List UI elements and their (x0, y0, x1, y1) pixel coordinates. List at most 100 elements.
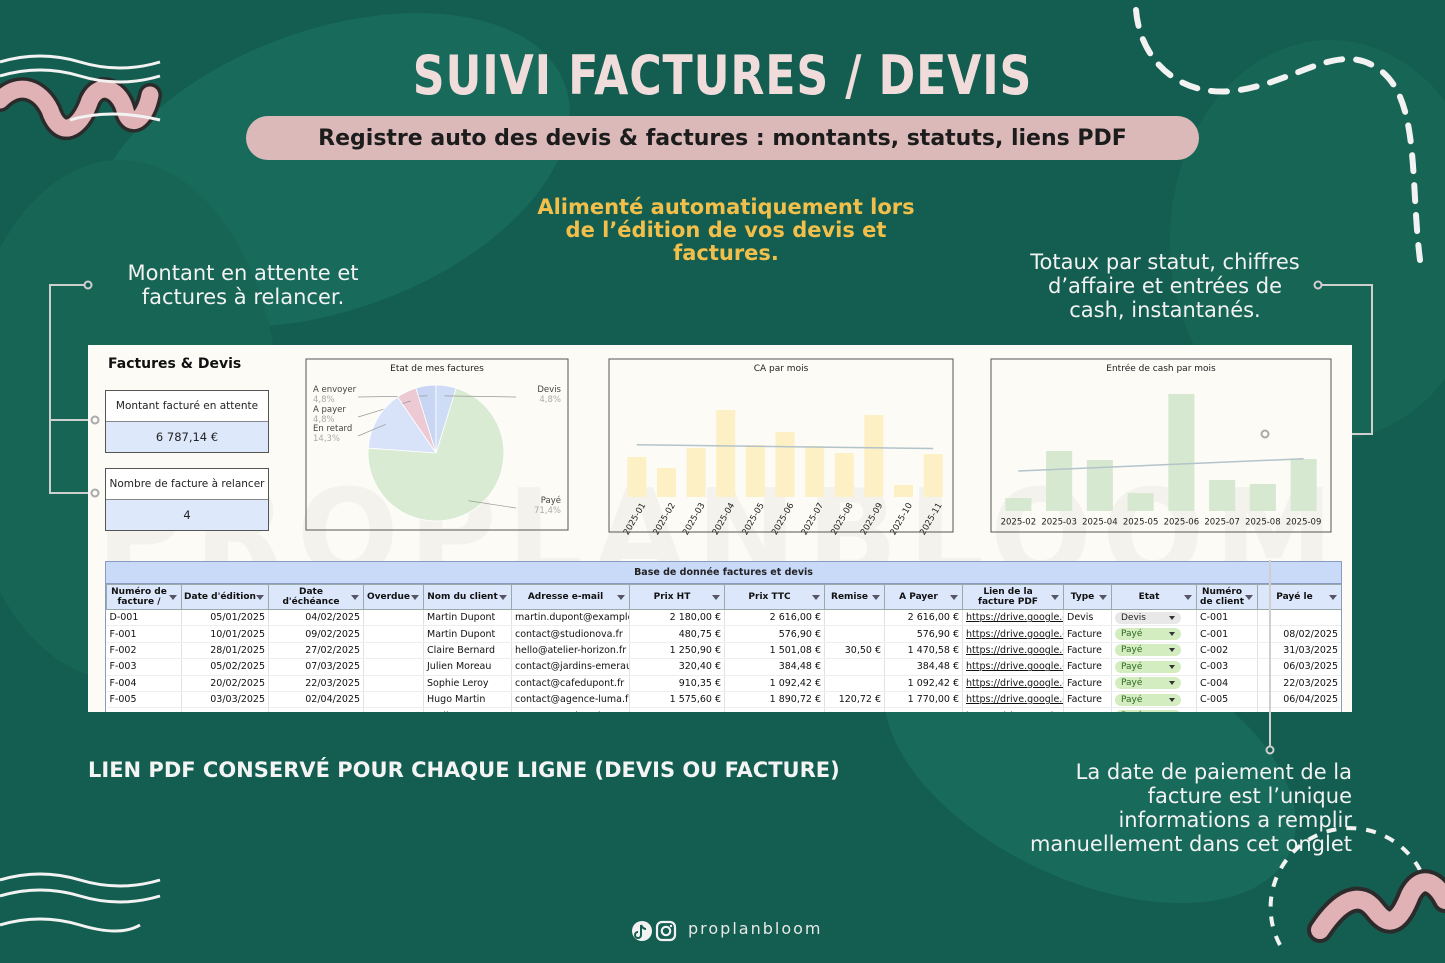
table-cell: 120,72 € (824, 691, 885, 709)
table-cell: Payé (1111, 691, 1197, 709)
table-cell: 22/03/2025 (1257, 675, 1341, 692)
column-header[interactable]: Type (1063, 584, 1112, 610)
table-cell: C-001 (1196, 609, 1258, 627)
status-dropdown[interactable]: Devis (1115, 611, 1181, 624)
column-header[interactable]: Prix HT (629, 584, 725, 610)
column-header[interactable]: Payé le (1257, 584, 1341, 610)
callout-line: Totaux par statut, chiffres (1030, 250, 1300, 274)
column-header[interactable]: Etat (1111, 584, 1197, 610)
kpi-label: Montant facturé en attente (106, 391, 268, 422)
status-dropdown[interactable]: Payé (1115, 710, 1181, 712)
column-header[interactable]: Lien de la facture PDF (962, 584, 1064, 610)
table-cell: 770,58 € (724, 707, 825, 712)
table-cell: 1 501,08 € (724, 642, 825, 660)
column-header[interactable]: Date d'échéance (268, 584, 364, 610)
table-cell: Sophie Leroy (423, 675, 512, 692)
table-cell (363, 609, 424, 627)
table-cell: Claire Bernard (423, 642, 512, 660)
status-dropdown[interactable]: Payé (1115, 660, 1181, 673)
table-cell: 27/02/2025 (268, 642, 364, 660)
table-cell: 06/03/2025 (1257, 658, 1341, 676)
page-title: SUIVI FACTURES / DEVIS (412, 44, 1033, 107)
column-header[interactable]: Prix TTC (724, 584, 825, 610)
table-cell[interactable]: https://drive.google.co (962, 642, 1064, 660)
table-cell: martin.dupont@example.c (511, 609, 630, 627)
callout-center: Alimenté automatiquement lors de l’éditio… (476, 196, 976, 265)
column-header[interactable]: Numéro de client (1196, 584, 1258, 610)
table-cell: C-005 (1196, 691, 1258, 709)
blob (1170, 40, 1445, 440)
table-cell: 576,90 € (724, 625, 825, 643)
callout-bottom-right: La date de paiement de la facture est l’u… (952, 760, 1352, 856)
column-header[interactable]: Adresse e-mail (511, 584, 630, 610)
table-row: F-003 05/02/2025 07/03/2025 Julien Moreau co… (106, 658, 1341, 676)
table-cell: 31/03/2025 (1257, 642, 1341, 660)
table-cell: 02/04/2025 (268, 691, 364, 709)
table-row: D-001 05/01/2025 04/02/2025 Martin Dupont ma… (106, 609, 1341, 627)
column-header[interactable]: A Payer (884, 584, 963, 610)
table-cell: Payé (1111, 707, 1197, 712)
status-dropdown[interactable]: Payé (1115, 677, 1181, 690)
table-cell: F-002 (106, 642, 182, 660)
kpi-value: 6 787,14 € (106, 422, 268, 452)
subtitle: Registre auto des devis & factures : mon… (246, 116, 1199, 160)
header-row: Numéro de facture / Date d'édition Date d'… (106, 584, 1341, 610)
table-cell: 18/03/2025 (181, 707, 269, 712)
table-cell: 22/03/2025 (268, 675, 364, 692)
table-cell: Facture (1063, 707, 1112, 712)
table-cell: 1 770,00 € (884, 691, 963, 709)
table-cell[interactable]: https://drive.google.co (962, 625, 1064, 643)
dashed-arc (1268, 826, 1422, 946)
column-header[interactable]: Numéro de facture / (106, 584, 182, 610)
table-cell: 20/02/2025 (181, 675, 269, 692)
table-cell: 10/01/2025 (181, 625, 269, 643)
table-cell: Devis (1063, 609, 1112, 627)
social-icons (632, 920, 677, 942)
table-cell: Martin Dupont (423, 609, 512, 627)
status-dropdown[interactable]: Payé (1115, 644, 1181, 657)
column-header[interactable]: Nom du client (423, 584, 512, 610)
table-cell: 09/02/2025 (268, 625, 364, 643)
callout-line: manuellement dans cet onglet (1029, 832, 1352, 856)
status-dropdown[interactable]: Payé (1115, 628, 1181, 641)
table-cell: Facture (1063, 625, 1112, 643)
connector-dots (83, 280, 1323, 290)
kpi-label: Nombre de facture à relancer (106, 469, 268, 500)
table-cell: Devis (1111, 609, 1197, 627)
table-cell: F-001 (106, 625, 182, 643)
table-cell: 07/03/2025 (268, 658, 364, 676)
table-cell: 384,48 € (884, 658, 963, 676)
column-header[interactable]: Remise (824, 584, 885, 610)
table-cell[interactable]: https://drive.google.co (962, 675, 1064, 692)
table-cell[interactable]: https://drive.google.co (962, 658, 1064, 676)
table-cell: 2 616,00 € (724, 609, 825, 627)
table-cell (363, 642, 424, 660)
table-cell: 05/01/2025 (181, 609, 269, 627)
table-cell: contact@agence-luma.fr (511, 691, 630, 709)
table-cell (824, 675, 885, 692)
table-cell: contact@maisondessaveu (511, 707, 630, 712)
table-cell: 576,90 € (884, 625, 963, 643)
table-cell: 384,48 € (724, 658, 825, 676)
column-header[interactable]: Date d'édition (181, 584, 269, 610)
table-cell: 05/02/2025 (181, 658, 269, 676)
table-cell[interactable]: https://drive.google.co (962, 707, 1064, 712)
callout-line: de l’édition de vos devis et (565, 218, 887, 242)
table-cell: 2 180,00 € (629, 609, 725, 627)
table-cell (363, 691, 424, 709)
table-cell[interactable]: https://drive.google.co (962, 609, 1064, 627)
table-cell: Facture (1063, 658, 1112, 676)
table-cell: Facture (1063, 675, 1112, 692)
kpi-value: 4 (106, 500, 268, 530)
callout-line: La date de paiement de la (1075, 760, 1352, 784)
bracket-left (49, 284, 95, 494)
table-cell: F-005 (106, 691, 182, 709)
table-cell: D-001 (106, 609, 182, 627)
table-cell (1257, 609, 1341, 627)
table-cell: F-006 (106, 707, 182, 712)
column-header[interactable]: Overdue (363, 584, 424, 610)
table-cell[interactable]: https://drive.google.co (962, 691, 1064, 709)
squiggle (0, 80, 159, 137)
status-dropdown[interactable]: Payé (1115, 693, 1181, 706)
table-cell: Julien Moreau (423, 658, 512, 676)
